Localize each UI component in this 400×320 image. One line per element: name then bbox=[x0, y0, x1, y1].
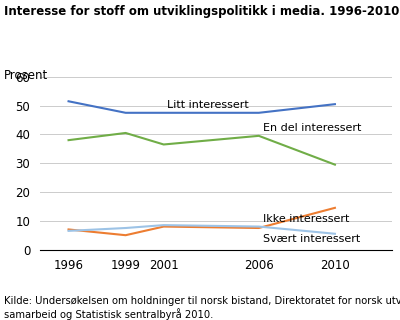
Text: Prosent: Prosent bbox=[4, 69, 48, 82]
Text: Interesse for stoff om utviklingspolitikk i media. 1996-2010. Prosent: Interesse for stoff om utviklingspolitik… bbox=[4, 5, 400, 18]
Text: En del interessert: En del interessert bbox=[263, 123, 361, 133]
Text: Litt interessert: Litt interessert bbox=[168, 100, 249, 110]
Text: Kilde: Undersøkelsen om holdninger til norsk bistand, Direktoratet for norsk utv: Kilde: Undersøkelsen om holdninger til n… bbox=[4, 296, 400, 320]
Text: Ikke interessert: Ikke interessert bbox=[263, 214, 349, 224]
Text: Svært interessert: Svært interessert bbox=[263, 234, 360, 244]
